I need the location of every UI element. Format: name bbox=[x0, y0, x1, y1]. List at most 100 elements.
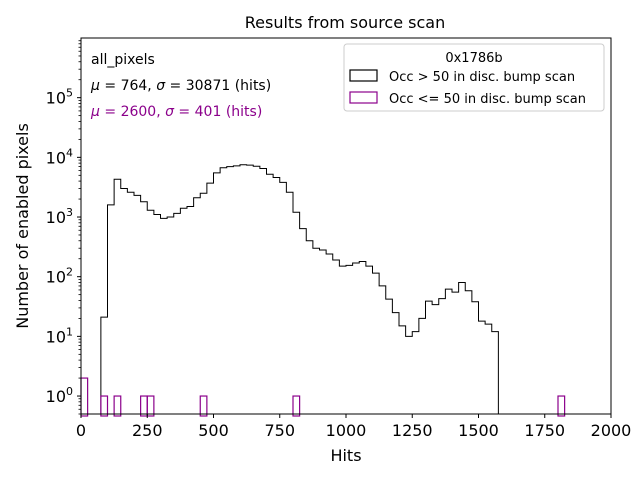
histogram-bar bbox=[154, 215, 161, 414]
stat-sigma-purple: 401 bbox=[195, 104, 222, 120]
histogram-bar-low-occ bbox=[199, 395, 208, 417]
histogram-bar bbox=[412, 332, 419, 414]
annotation-stats-black: μ = 764, σ = 30871 (hits) bbox=[90, 78, 271, 94]
legend-title: 0x1786b bbox=[445, 51, 502, 66]
histogram-bar bbox=[180, 208, 187, 414]
histogram-bar bbox=[472, 302, 479, 414]
histogram-bar bbox=[313, 248, 320, 414]
histogram-bar bbox=[247, 165, 254, 414]
histogram-bar bbox=[141, 202, 148, 414]
histogram-outline-occ-gt-50 bbox=[100, 164, 499, 414]
histogram-bar bbox=[386, 299, 393, 414]
histogram-bar-low-occ bbox=[100, 395, 109, 417]
histogram-bar bbox=[452, 292, 459, 414]
histogram-bar-low-occ bbox=[80, 377, 89, 417]
plot-area bbox=[80, 164, 566, 417]
histogram-series-occ-gt-50 bbox=[100, 164, 499, 414]
legend-box bbox=[343, 43, 605, 112]
histogram-bar bbox=[194, 198, 201, 414]
histogram-bar-low-occ bbox=[140, 395, 148, 417]
legend-label-occ-gt-50: Occ > 50 in disc. bump scan bbox=[389, 70, 575, 85]
histogram-bar bbox=[233, 166, 240, 414]
x-tick-label: 500 bbox=[198, 421, 229, 440]
histogram-bar bbox=[419, 318, 426, 414]
histogram-bar-low-occ bbox=[113, 395, 122, 417]
histogram-bar bbox=[439, 299, 446, 414]
x-tick-label: 1250 bbox=[392, 421, 433, 440]
histogram-bar-low-occ bbox=[292, 395, 301, 417]
y-axis: 100 101 102 103 104 105 bbox=[46, 40, 81, 415]
histogram-bar bbox=[445, 289, 452, 414]
y-tick-label: 105 bbox=[46, 87, 73, 108]
histogram-bar bbox=[253, 166, 260, 414]
x-tick-label: 1500 bbox=[458, 421, 499, 440]
histogram-bar bbox=[286, 192, 293, 414]
histogram-bar bbox=[147, 210, 154, 414]
stat-mu-black: 764 bbox=[121, 78, 148, 94]
histogram-bar bbox=[459, 282, 466, 414]
histogram-bar bbox=[359, 261, 366, 414]
x-tick-label: 2000 bbox=[591, 421, 632, 440]
histogram-bar bbox=[432, 305, 439, 414]
histogram-bar bbox=[207, 183, 214, 414]
legend-label-occ-le-50: Occ <= 50 in disc. bump scan bbox=[389, 92, 586, 107]
histogram-bar bbox=[320, 250, 327, 414]
x-tick-label: 0 bbox=[76, 421, 86, 440]
y-tick-label: 102 bbox=[46, 266, 73, 287]
histogram-bar bbox=[366, 266, 373, 414]
histogram-bar bbox=[134, 195, 141, 414]
y-tick-label: 100 bbox=[46, 385, 73, 406]
histogram-bar bbox=[108, 205, 115, 414]
histogram-bar bbox=[300, 229, 307, 414]
x-tick-label: 750 bbox=[264, 421, 295, 440]
histogram-bar bbox=[273, 177, 280, 414]
stat-unit-black: (hits) bbox=[235, 78, 271, 94]
histogram-bar bbox=[306, 241, 313, 414]
stat-mu-purple: 2600 bbox=[121, 104, 157, 120]
histogram-bar bbox=[200, 193, 207, 414]
histogram-bar bbox=[227, 167, 234, 414]
histogram-bar bbox=[293, 212, 300, 414]
histogram-bar bbox=[333, 260, 340, 414]
histogram-bar bbox=[392, 313, 399, 414]
x-tick-label: 250 bbox=[132, 421, 163, 440]
histogram-bar bbox=[161, 218, 168, 414]
histogram-bar bbox=[214, 173, 221, 414]
histogram-bar bbox=[479, 321, 486, 414]
x-tick-label: 1750 bbox=[524, 421, 565, 440]
histogram-bar bbox=[267, 174, 274, 414]
stats-annotations: all_pixels μ = 764, σ = 30871 (hits) μ =… bbox=[90, 52, 271, 120]
histogram-bar bbox=[121, 189, 128, 414]
histogram-bar-low-occ bbox=[557, 395, 566, 417]
x-axis: 0 250 500 750 1000 1250 1500 1750 2000 bbox=[76, 414, 631, 440]
histogram-bar bbox=[406, 336, 413, 414]
legend-swatch-occ-le-50 bbox=[349, 91, 378, 104]
histogram-bar bbox=[465, 291, 472, 414]
y-tick-label: 104 bbox=[46, 146, 73, 167]
y-tick-label: 103 bbox=[46, 206, 73, 227]
histogram-bar bbox=[101, 317, 108, 414]
histogram-bar bbox=[399, 326, 406, 414]
y-axis-label: Number of enabled pixels bbox=[13, 123, 32, 329]
histogram-bar bbox=[174, 213, 181, 414]
histogram-bar-low-occ bbox=[146, 395, 155, 417]
histogram-bar bbox=[426, 301, 433, 414]
histogram-bar bbox=[346, 265, 353, 414]
histogram-bar bbox=[485, 324, 492, 414]
histogram-series-occ-le-50 bbox=[80, 377, 566, 417]
annotation-all-pixels: all_pixels bbox=[91, 52, 155, 68]
legend-swatch-occ-gt-50 bbox=[349, 69, 378, 82]
stat-sigma-black: 30871 bbox=[186, 78, 231, 94]
y-tick-label: 101 bbox=[46, 325, 73, 346]
histogram-bar bbox=[187, 207, 194, 414]
histogram-bar bbox=[114, 179, 121, 414]
annotation-stats-purple: μ = 2600, σ = 401 (hits) bbox=[90, 104, 262, 120]
histogram-bar bbox=[167, 217, 174, 414]
histogram-bar bbox=[127, 192, 134, 414]
histogram-bar bbox=[379, 286, 386, 414]
x-tick-label: 1000 bbox=[326, 421, 367, 440]
histogram-bar bbox=[280, 182, 287, 414]
histogram-bar bbox=[220, 168, 227, 414]
histogram-bar bbox=[373, 273, 380, 414]
